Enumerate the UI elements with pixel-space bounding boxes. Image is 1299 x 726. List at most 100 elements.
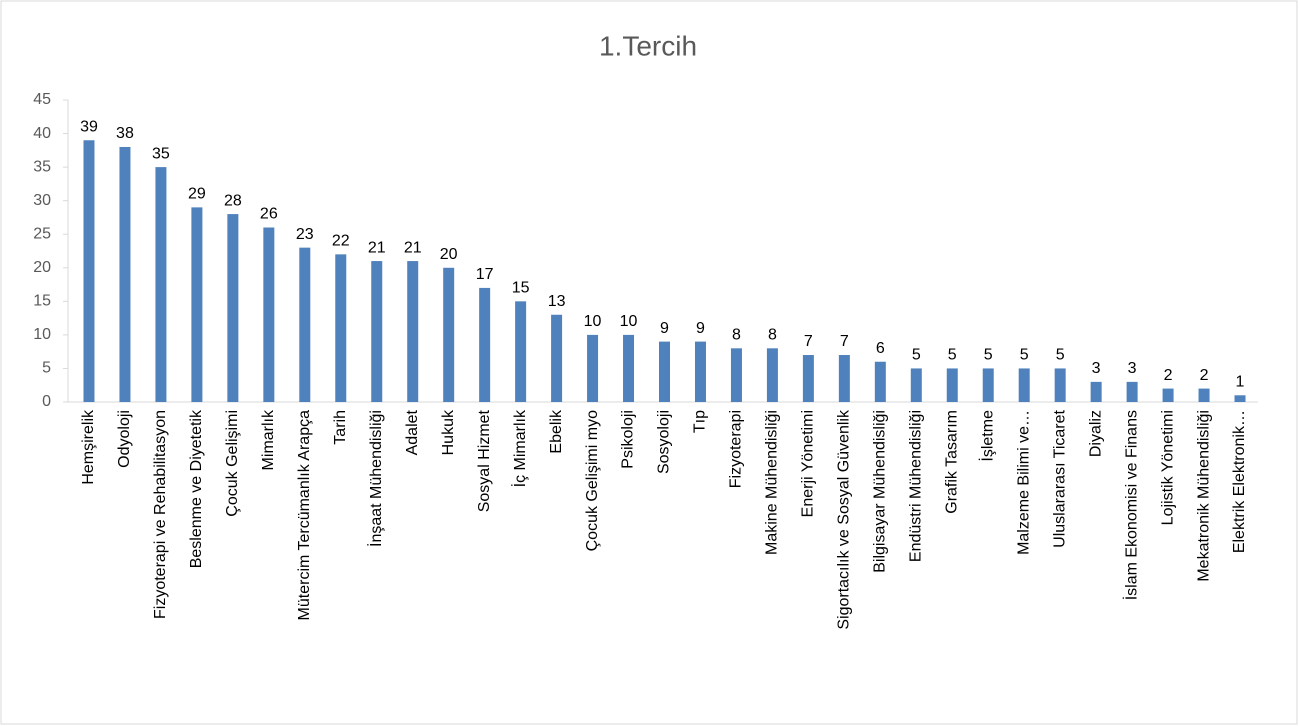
x-tick-label: Mimarlık [260,409,277,470]
data-label: 23 [296,226,314,243]
x-tick-label: Endüstri Mühendisliği [908,410,925,562]
data-label: 21 [368,239,386,256]
y-tick-label: 15 [33,293,51,310]
data-label: 38 [116,125,134,142]
x-tick-label: Mütercim Tercümanlık Arapça [296,410,313,621]
x-tick-label: Lojistik Yönetimi [1159,410,1176,525]
x-tick-label: Mekatronik Mühendisliği [1195,410,1212,582]
data-label: 8 [732,327,741,344]
x-tick-label: Sosyal Hizmet [476,409,493,512]
data-label: 39 [80,118,98,135]
y-tick-label: 45 [33,91,51,108]
data-label: 28 [224,192,242,209]
bar [1054,368,1066,402]
x-tick-label: Psikoloji [620,410,637,469]
data-label: 5 [984,347,993,364]
bar [119,146,131,402]
bar [1090,381,1102,402]
x-tick-label: Enerji Yönetimi [800,410,817,517]
x-tick-label: Ebelik [548,409,565,454]
bar [407,261,419,402]
data-label: 1 [1236,374,1245,391]
bar [1162,388,1174,402]
y-tick-label: 0 [42,393,51,410]
bar [155,167,167,402]
y-tick-label: 5 [42,360,51,377]
x-tick-label: Hukuk [440,409,457,455]
bar [874,361,886,402]
bar [191,207,203,402]
x-tick-label: Grafik Tasarım [943,410,960,514]
x-tick-label: Çocuk Gelişimi [224,410,241,517]
data-label: 3 [1092,360,1101,377]
bar [946,368,958,402]
data-label: 9 [660,320,669,337]
y-tick-label: 30 [33,192,51,209]
data-label: 22 [332,233,350,250]
data-label: 6 [876,340,885,357]
bar [623,334,635,402]
x-tick-label: Malzeme Bilimi ve… [1015,410,1032,555]
x-tick-label: Bilgisayar Mühendisliği [872,410,889,573]
x-tick-label: Hemşirelik [80,409,97,485]
x-tick-label: Elektrik Elektronik… [1231,410,1248,553]
data-label: 13 [548,293,566,310]
bar [371,261,383,402]
bar [335,254,347,402]
bar [263,227,275,402]
data-label: 35 [152,145,170,162]
bar [982,368,994,402]
data-label: 5 [912,347,921,364]
data-label: 10 [584,313,602,330]
bar [730,348,742,402]
bar [1126,381,1138,402]
data-label: 2 [1200,367,1209,384]
x-tick-label: İslam Ekonomisi ve Finans [1121,410,1140,600]
x-tick-label: İşletme [977,410,996,462]
data-label: 3 [1128,360,1137,377]
data-label: 10 [620,313,638,330]
x-tick-label: Diyaliz [1087,410,1104,457]
x-tick-label: Beslenme ve Diyetetik [188,409,205,568]
y-tick-label: 20 [33,259,51,276]
x-tick-label: Odyoloji [116,410,133,468]
bar [910,368,922,402]
x-tick-label: Çocuk Gelişimi myo [584,410,601,551]
data-label: 17 [476,266,494,283]
data-label: 29 [188,186,206,203]
data-label: 7 [804,333,813,350]
bar [766,348,778,402]
data-label: 15 [512,280,530,297]
y-tick-label: 40 [33,125,51,142]
x-tick-label: Tıp [692,410,709,433]
data-label: 8 [768,327,777,344]
bar [83,140,95,402]
bar [838,355,850,402]
x-tick-label: Tarih [332,410,349,445]
data-label: 20 [440,246,458,263]
x-tick-label: Fizyoterapi ve Rehabilitasyon [152,410,169,619]
x-tick-label: Sosyoloji [656,410,673,474]
chart-title: 1.Tercih [599,30,697,61]
data-label: 5 [948,347,957,364]
bar [551,314,563,402]
bar [479,287,491,402]
bar [1018,368,1030,402]
bar [227,214,239,402]
x-tick-label: Uluslararası Ticaret [1051,409,1068,547]
bar [299,247,311,402]
data-label: 2 [1164,367,1173,384]
data-label: 9 [696,320,705,337]
y-tick-label: 35 [33,158,51,175]
bar [1234,395,1246,402]
x-tick-label: Adalet [404,409,421,455]
y-tick-label: 10 [33,326,51,343]
bar [694,341,706,402]
bar [587,334,599,402]
x-tick-label: Sigortacılık ve Sosyal Güvenlik [836,409,853,630]
x-tick-label: Makine Mühendisliği [764,410,781,555]
bar [1198,388,1210,402]
